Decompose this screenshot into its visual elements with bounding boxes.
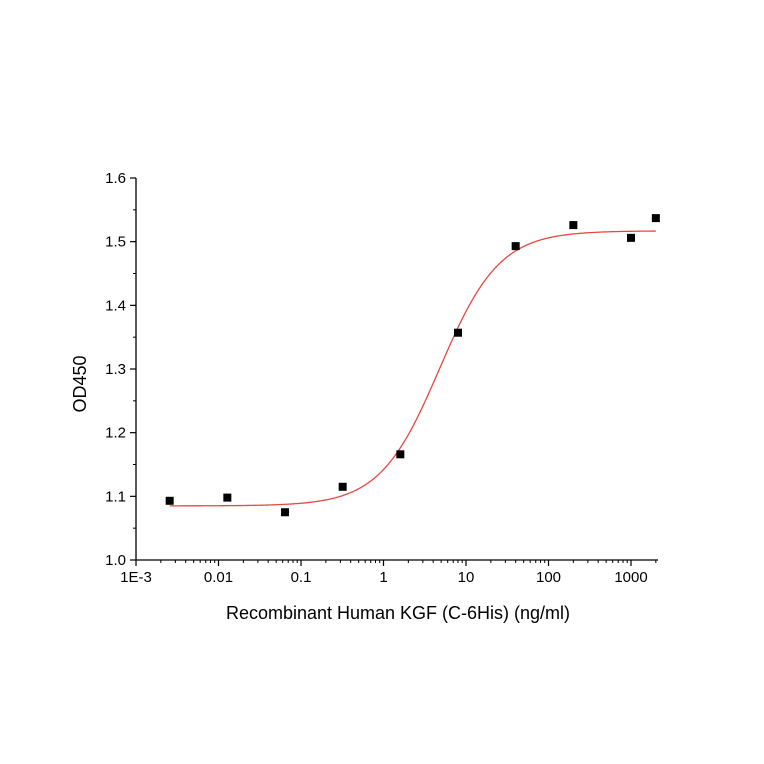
y-axis-title: OD450	[70, 355, 90, 412]
y-tick-label: 1.2	[105, 425, 126, 442]
x-tick-label: 1000	[614, 569, 647, 586]
data-point	[651, 214, 660, 223]
x-tick-label: 1E-3	[120, 569, 152, 586]
data-point	[454, 328, 463, 337]
x-tick-label: 0.1	[291, 569, 312, 586]
x-tick-label: 10	[458, 569, 475, 586]
x-tick-label: 0.01	[204, 569, 233, 586]
data-point	[223, 493, 232, 502]
x-tick-label: 1	[379, 569, 387, 586]
data-point	[338, 482, 347, 491]
y-tick-label: 1.3	[105, 361, 126, 378]
data-point	[511, 242, 520, 251]
x-axis-title: Recombinant Human KGF (C-6His) (ng/ml)	[226, 603, 570, 623]
y-tick-label: 1.5	[105, 234, 126, 251]
y-tick-label: 1.1	[105, 488, 126, 505]
data-point	[281, 508, 290, 517]
data-point	[627, 233, 635, 242]
y-tick-label: 1.4	[105, 297, 126, 314]
data-point	[396, 450, 405, 459]
y-tick-label: 1.0	[105, 552, 126, 569]
fit-curve	[169, 230, 656, 507]
y-tick-label: 1.6	[105, 170, 126, 187]
data-point	[165, 496, 174, 505]
data-point	[569, 221, 578, 230]
x-tick-label: 100	[536, 569, 561, 586]
plot-area: 1.0 1.1 1.2 1.3 1.4 1.5 1.6 1E-3 0.01 0.1 1 10 100 10…	[105, 170, 660, 586]
